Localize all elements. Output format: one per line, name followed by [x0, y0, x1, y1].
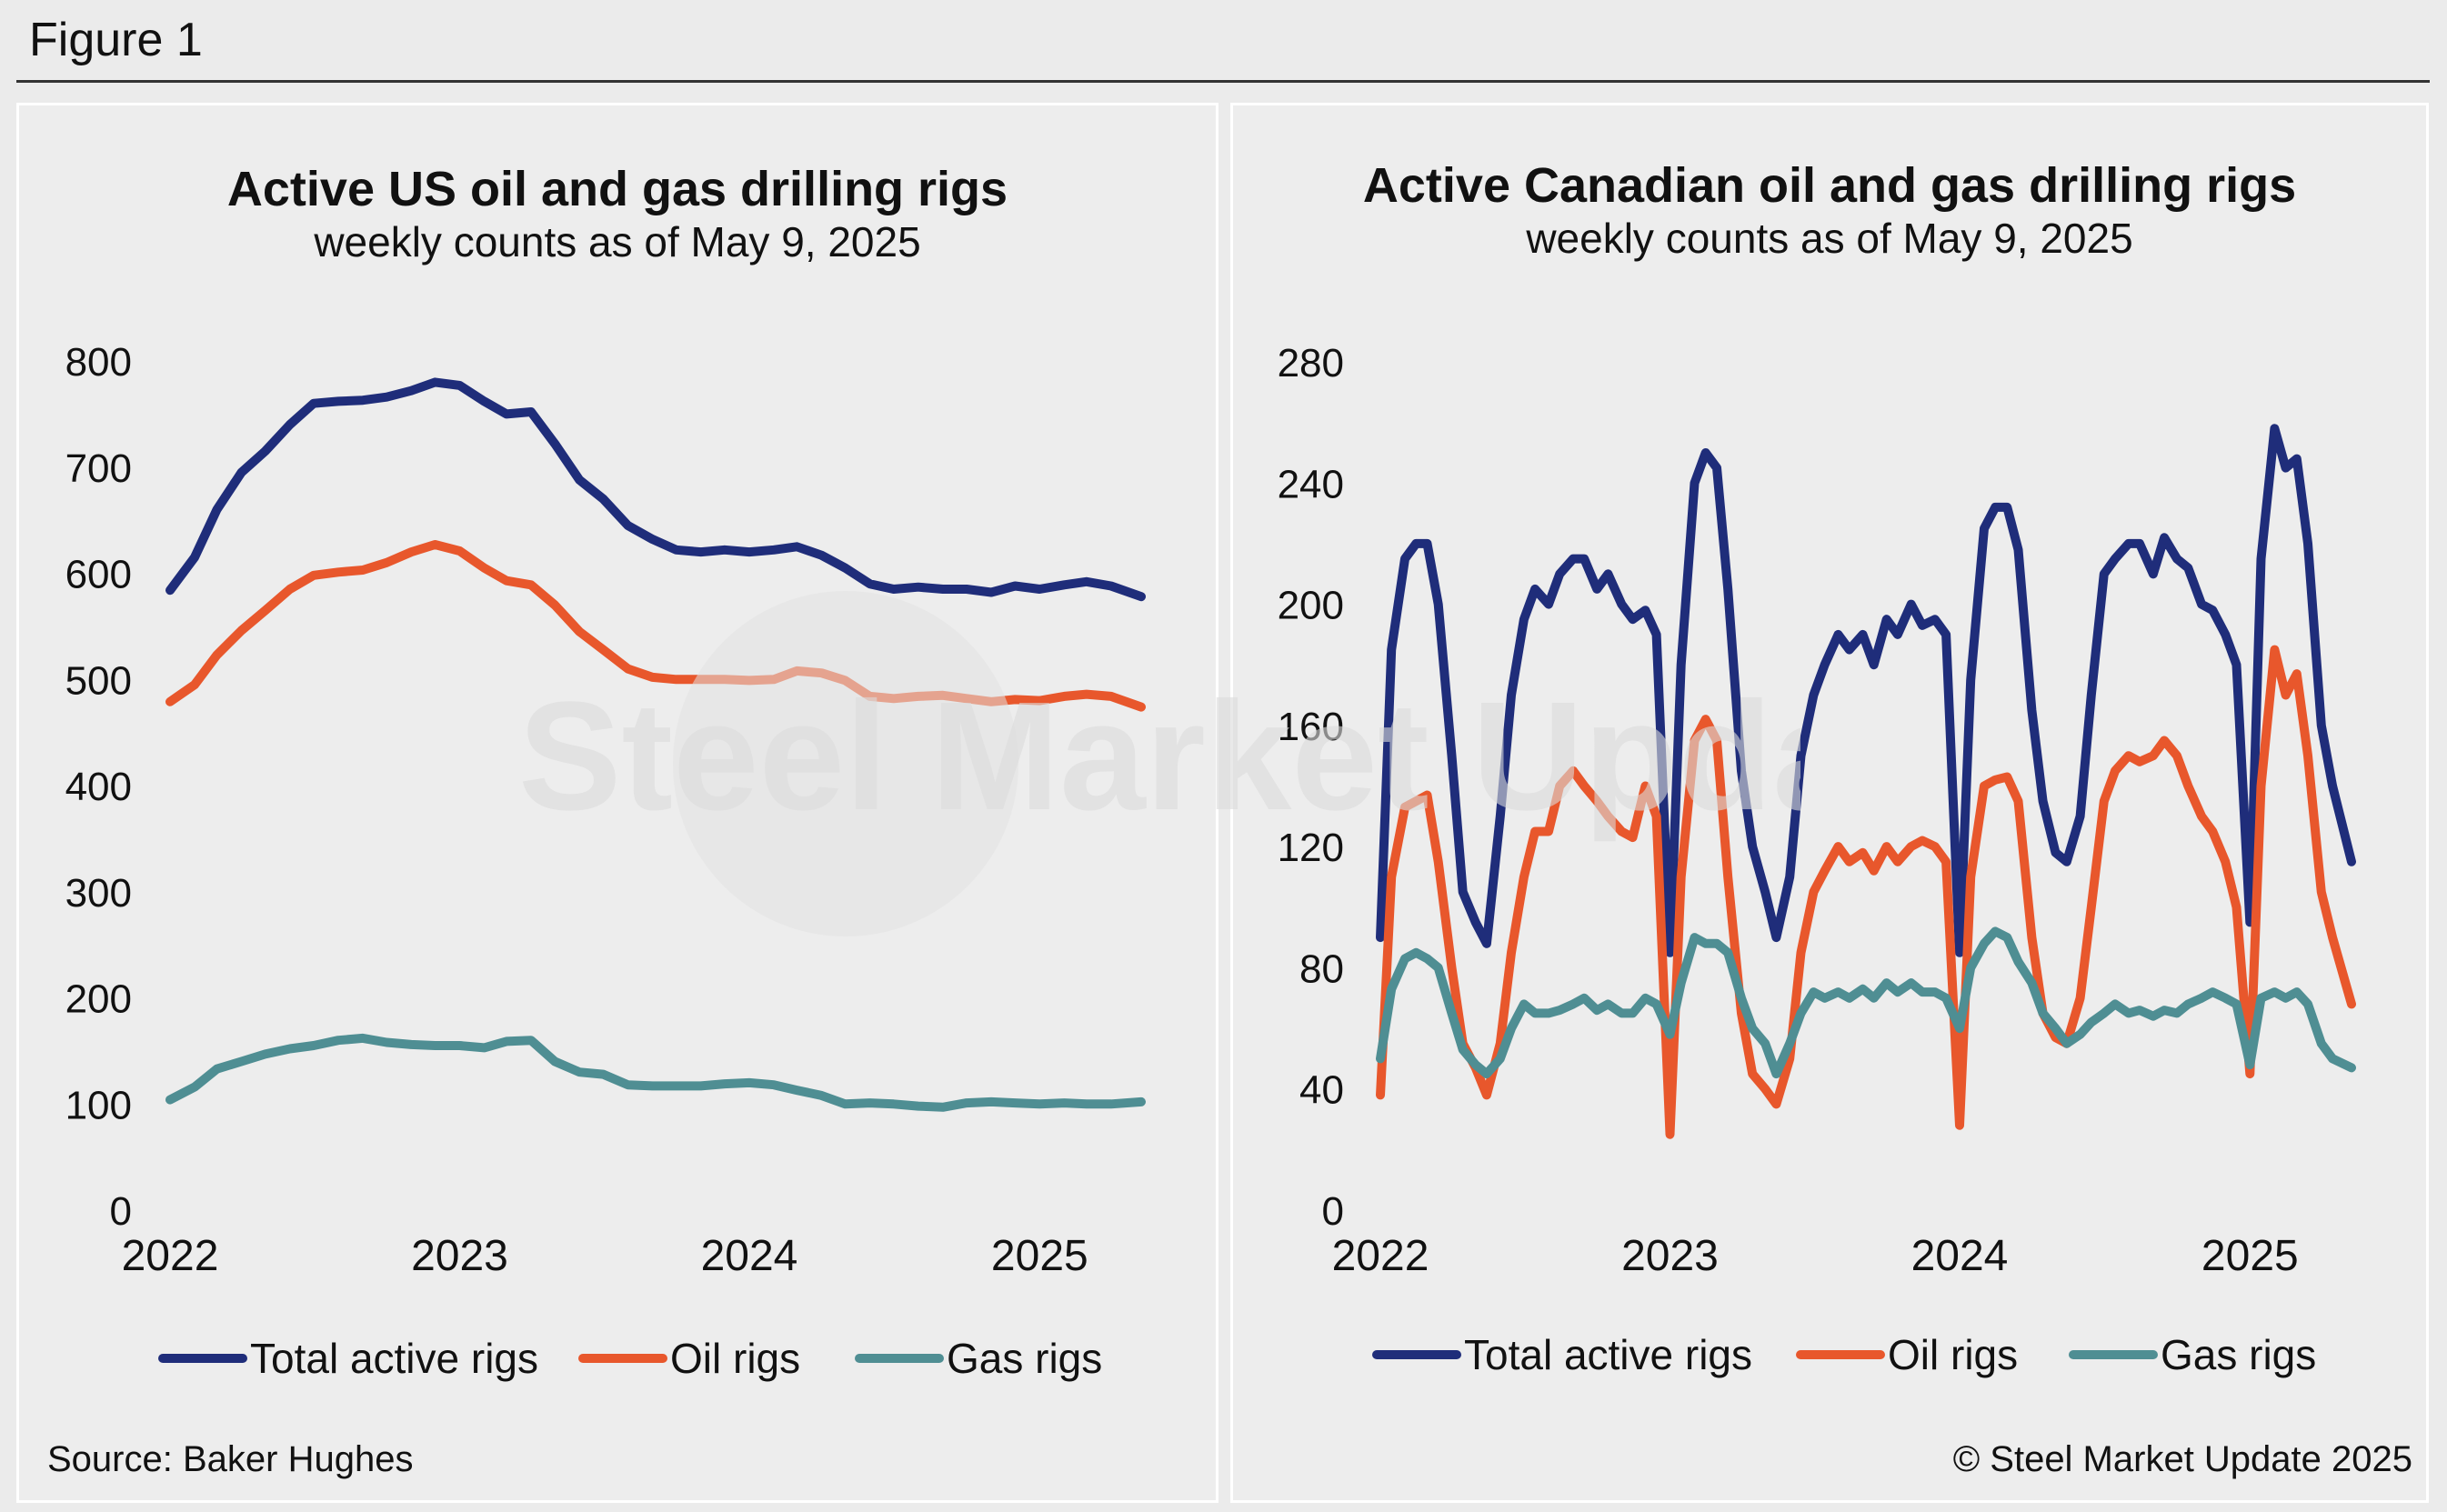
y-tick-label: 160 [1278, 705, 1344, 749]
y-tick-label: 200 [65, 977, 132, 1022]
x-tick-label: 2023 [1621, 1232, 1719, 1280]
series-line-oil [165, 540, 1146, 712]
x-tick-label: 2024 [701, 1232, 798, 1280]
y-tick-label: 100 [65, 1083, 132, 1127]
source-note: Source: Baker Hughes [47, 1439, 414, 1479]
us-rigs-chart: Active US oil and gas drilling rigsweekl… [65, 162, 1146, 1382]
canada-rigs-chart: Active Canadian oil and gas drilling rig… [1278, 158, 2356, 1378]
legend-label-gas: Gas rigs [947, 1335, 1102, 1382]
x-tick-label: 2022 [122, 1232, 219, 1280]
y-tick-label: 40 [1299, 1068, 1344, 1113]
series-line-total [1376, 424, 2356, 957]
y-tick-label: 200 [1278, 584, 1344, 628]
y-tick-label: 0 [110, 1189, 132, 1234]
legend-label-total: Total active rigs [1464, 1331, 1752, 1378]
copyright-note: © Steel Market Update 2025 [1952, 1439, 2412, 1479]
chart-title: Active US oil and gas drilling rigs [227, 162, 1008, 216]
y-tick-label: 120 [1278, 826, 1344, 870]
series-line-gas [165, 1033, 1146, 1112]
y-tick-label: 500 [65, 658, 132, 703]
y-tick-label: 280 [1278, 341, 1344, 386]
y-tick-label: 400 [65, 765, 132, 809]
series-line-total [165, 377, 1146, 602]
chart-title: Active Canadian oil and gas drilling rig… [1363, 158, 2296, 213]
x-tick-label: 2024 [1911, 1232, 2009, 1280]
chart-subtitle: weekly counts as of May 9, 2025 [313, 218, 920, 265]
figure-label: Figure 1 [29, 14, 203, 66]
legend-label-total: Total active rigs [250, 1335, 538, 1382]
us-rigs-panel: Active US oil and gas drilling rigs weekl… [16, 103, 1218, 1503]
legend-label-gas: Gas rigs [2161, 1331, 2316, 1378]
canada-rigs-panel: Active Canadian oil and gas drilling rig… [1230, 103, 2429, 1503]
series-line-oil [1376, 645, 2356, 1139]
y-tick-label: 300 [65, 871, 132, 916]
legend-label-oil: Oil rigs [670, 1335, 800, 1382]
chart-subtitle: weekly counts as of May 9, 2025 [1525, 215, 2132, 262]
y-tick-label: 240 [1278, 462, 1344, 506]
series-line-gas [1376, 926, 2356, 1079]
figure-header-rule [16, 80, 2430, 83]
legend-label-oil: Oil rigs [1888, 1331, 2018, 1378]
y-tick-label: 800 [65, 340, 132, 385]
x-tick-label: 2025 [2201, 1232, 2299, 1280]
y-tick-label: 600 [65, 553, 132, 597]
y-tick-label: 80 [1299, 946, 1344, 991]
x-tick-label: 2025 [991, 1232, 1088, 1280]
y-tick-label: 700 [65, 446, 132, 491]
x-tick-label: 2023 [411, 1232, 508, 1280]
x-tick-label: 2022 [1332, 1232, 1429, 1280]
y-tick-label: 0 [1322, 1189, 1344, 1234]
